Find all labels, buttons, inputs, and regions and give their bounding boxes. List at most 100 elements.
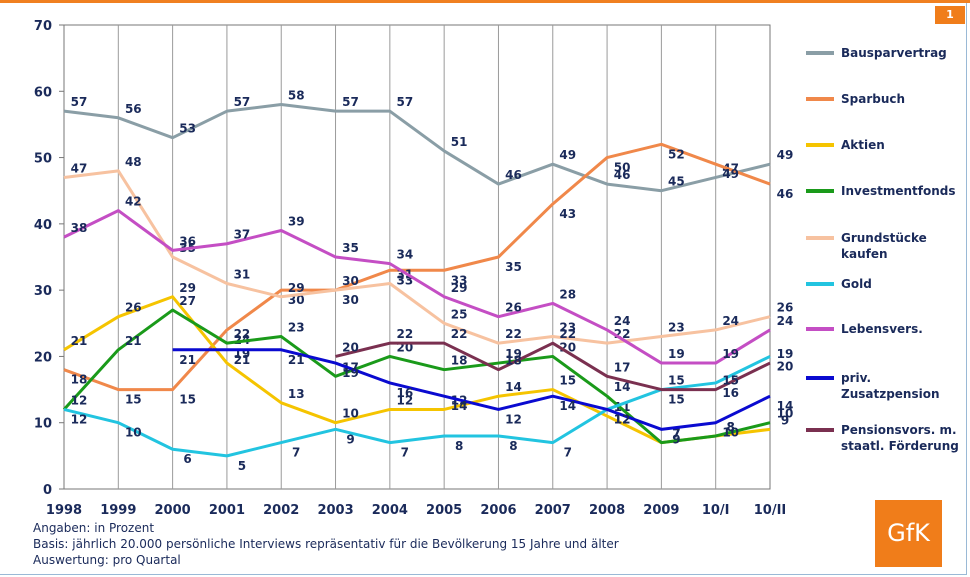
data-label: 15 <box>668 374 685 388</box>
series-line <box>63 142 771 392</box>
data-label: 57 <box>71 95 88 109</box>
x-tick-label: 2002 <box>263 503 299 518</box>
data-label: 49 <box>559 148 576 162</box>
data-label: 23 <box>559 321 576 335</box>
data-label: 5 <box>238 459 246 473</box>
data-label: 12 <box>614 412 631 426</box>
data-label: 23 <box>668 321 685 335</box>
data-label: 6 <box>183 452 191 466</box>
data-label: 15 <box>125 393 142 407</box>
data-label: 22 <box>396 327 413 341</box>
data-label: 25 <box>451 307 468 321</box>
data-label: 15 <box>722 374 739 388</box>
series-line <box>62 308 771 445</box>
series-line <box>63 295 771 445</box>
data-label: 19 <box>505 347 522 361</box>
data-label: 23 <box>288 321 305 335</box>
data-label: 49 <box>722 167 739 181</box>
data-label: 7 <box>401 446 409 460</box>
data-label: 22 <box>451 327 468 341</box>
data-label: 10 <box>722 426 739 440</box>
series-line <box>335 341 771 392</box>
gfk-logo: GfK <box>875 500 942 567</box>
data-label: 52 <box>668 147 685 161</box>
x-tick-label: 2003 <box>317 503 353 518</box>
data-label: 24 <box>614 314 631 328</box>
x-tick-label: 10/I <box>702 503 730 518</box>
data-label: 18 <box>71 373 88 387</box>
legend-label: priv. <box>841 371 871 385</box>
data-label: 12 <box>71 393 88 407</box>
x-tick-label: 1999 <box>100 503 136 518</box>
data-label: 30 <box>342 274 359 288</box>
data-label: 26 <box>125 301 142 315</box>
data-label: 9 <box>672 432 680 446</box>
data-label: 29 <box>288 281 305 295</box>
data-label: 53 <box>179 122 196 136</box>
data-label: 14 <box>614 380 631 394</box>
data-label: 39 <box>288 214 305 228</box>
data-label: 14 <box>559 399 576 413</box>
data-label: 12 <box>396 393 413 407</box>
data-label: 21 <box>179 353 196 367</box>
legend-label: kaufen <box>841 247 888 261</box>
data-label: 46 <box>777 187 794 201</box>
x-tick-label: 2004 <box>372 503 408 518</box>
data-label: 8 <box>455 439 463 453</box>
data-label: 15 <box>559 374 576 388</box>
data-label: 18 <box>505 354 522 368</box>
y-tick-label: 70 <box>34 19 52 34</box>
data-label: 29 <box>179 281 196 295</box>
data-label: 24 <box>777 314 794 328</box>
data-label: 35 <box>342 241 359 255</box>
y-tick-label: 0 <box>43 483 52 498</box>
data-label: 57 <box>342 95 359 109</box>
data-label: 7 <box>564 446 572 460</box>
data-label: 7 <box>292 446 300 460</box>
legend-label: Grundstücke <box>841 231 927 245</box>
data-label: 21 <box>125 334 142 348</box>
x-tick-label: 2001 <box>209 503 245 518</box>
data-label: 35 <box>505 260 522 274</box>
series-line <box>63 103 771 193</box>
data-label: 17 <box>614 360 631 374</box>
data-label: 8 <box>727 420 735 434</box>
x-tick-label: 10/II <box>754 503 787 518</box>
data-label: 34 <box>396 248 413 262</box>
data-label: 45 <box>668 175 685 189</box>
y-tick-label: 20 <box>34 350 52 365</box>
legend-label: Gold <box>841 277 872 291</box>
legend-label: Investmentfonds <box>841 184 956 198</box>
data-label: 27 <box>179 294 196 308</box>
footer-evaluation: Auswertung: pro Quartal <box>33 553 181 567</box>
x-tick-label: 2009 <box>643 503 679 518</box>
y-tick-label: 10 <box>34 417 52 432</box>
data-label: 13 <box>288 387 305 401</box>
chart-frame <box>0 3 967 575</box>
series-line <box>63 355 771 458</box>
data-label: 15 <box>668 393 685 407</box>
x-tick-label: 2006 <box>480 503 516 518</box>
data-label: 9 <box>781 413 789 427</box>
x-tick-label: 1998 <box>46 503 82 518</box>
data-label: 51 <box>451 135 468 149</box>
data-label: 22 <box>559 327 576 341</box>
series-line <box>172 348 771 431</box>
data-label: 10 <box>125 426 142 440</box>
data-label: 20 <box>777 359 794 373</box>
series-line <box>63 209 771 365</box>
data-label: 58 <box>288 89 305 103</box>
legend-label: staatl. Förderung <box>841 439 959 453</box>
data-label: 16 <box>722 386 739 400</box>
data-label: 31 <box>234 268 251 282</box>
data-label: 33 <box>451 273 468 287</box>
data-label: 46 <box>505 168 522 182</box>
data-label: 50 <box>614 161 631 175</box>
data-label: 18 <box>451 354 468 368</box>
data-label: 19 <box>342 366 359 380</box>
data-label: 8 <box>509 439 517 453</box>
data-label: 19 <box>777 347 794 361</box>
x-tick-label: 2007 <box>535 503 571 518</box>
y-tick-label: 40 <box>34 218 52 233</box>
data-label: 10 <box>342 407 359 421</box>
